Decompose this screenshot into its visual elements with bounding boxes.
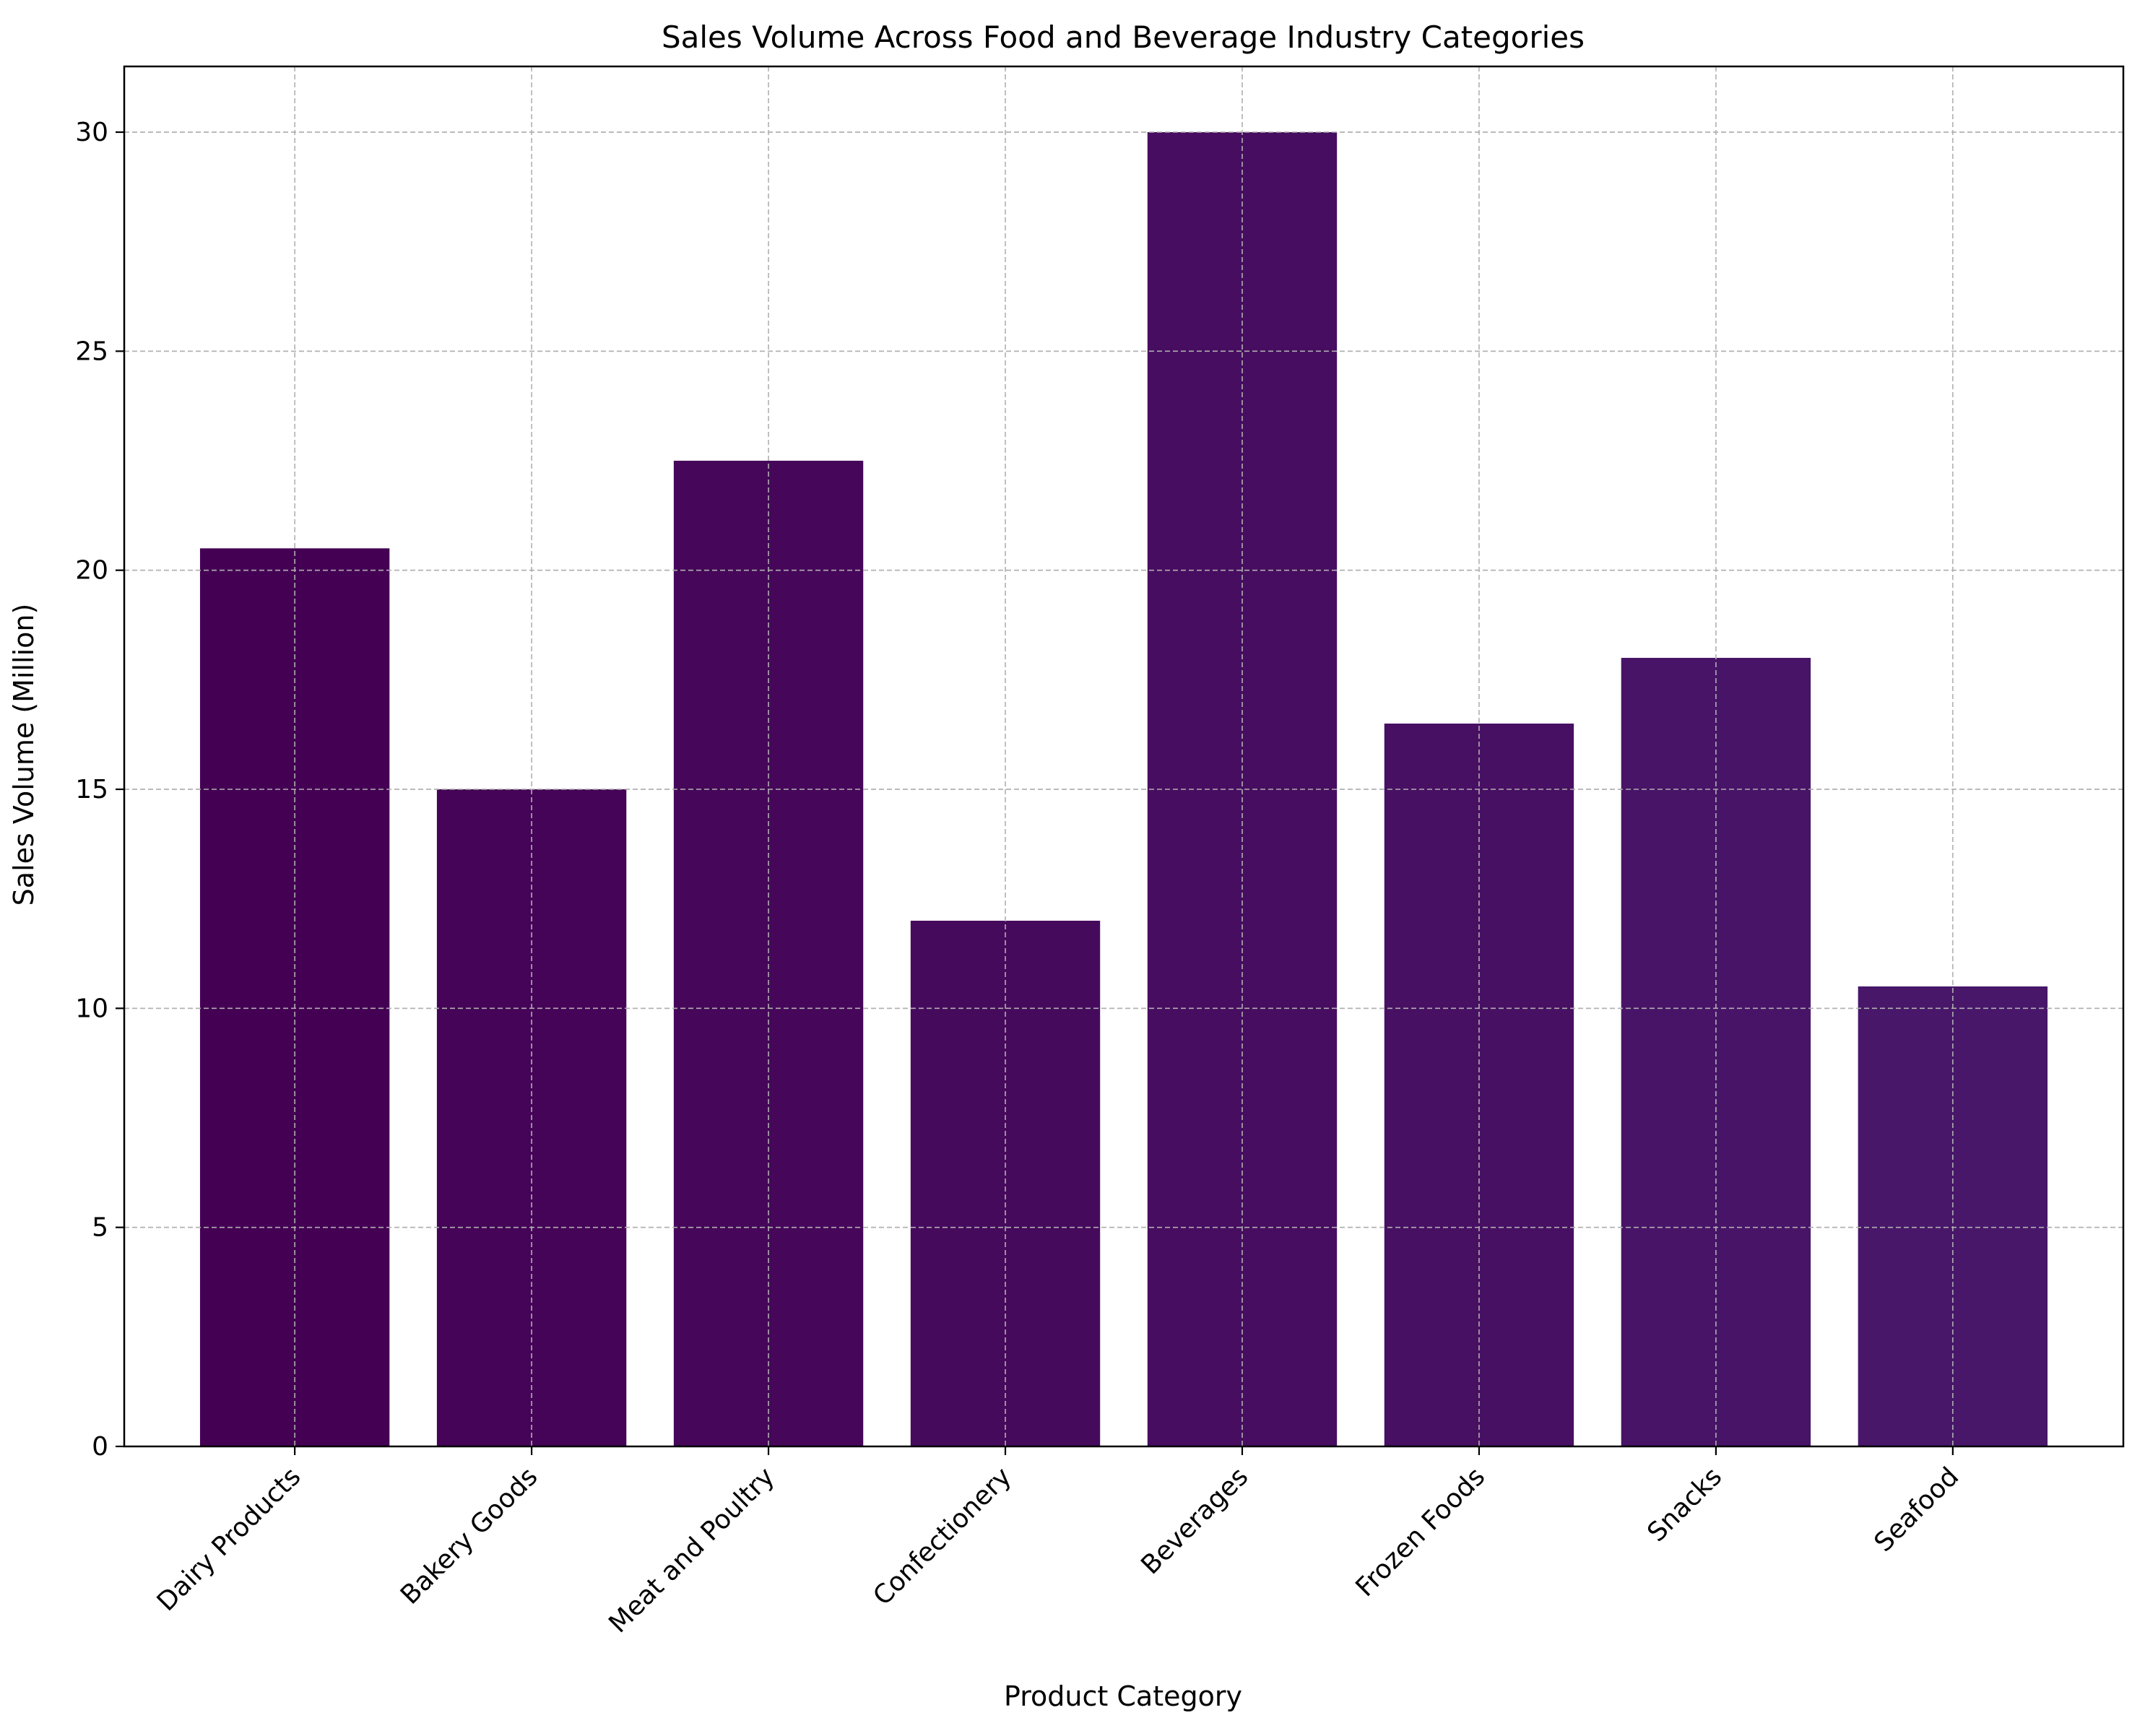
- y-axis-ticks: 0 5 10 15 20 25 30: [75, 118, 124, 1462]
- x-tick-label: Snacks: [1642, 1462, 1728, 1548]
- grid-lines: [124, 131, 2123, 1447]
- x-tick-label: Meat and Poultry: [603, 1462, 780, 1639]
- y-tick-label: 25: [75, 337, 108, 366]
- x-axis-label: Product Category: [1004, 1680, 1242, 1712]
- y-tick-label: 30: [75, 118, 108, 147]
- y-tick-label: 20: [75, 556, 108, 586]
- y-axis-label: Sales Volume (Million): [8, 604, 40, 906]
- chart-title: Sales Volume Across Food and Beverage In…: [662, 19, 1585, 55]
- y-tick-label: 10: [75, 994, 108, 1023]
- plot-frame: [123, 65, 2125, 1448]
- y-tick-label: 15: [75, 775, 108, 804]
- x-tick-label: Seafood: [1869, 1462, 1965, 1558]
- grid-lines-overlay: [124, 66, 2123, 1447]
- x-tick-label: Dairy Products: [152, 1462, 307, 1617]
- x-tick-label: Frozen Foods: [1350, 1462, 1491, 1602]
- x-tick-label: Confectionery: [867, 1462, 1017, 1611]
- y-tick-label: 5: [92, 1213, 108, 1243]
- x-tick-label: Bakery Goods: [395, 1462, 543, 1610]
- x-tick-label: Beverages: [1135, 1462, 1254, 1580]
- x-axis-ticks: Dairy Products Bakery Goods Meat and Poult…: [152, 1446, 1965, 1639]
- y-tick-label: 0: [92, 1432, 108, 1462]
